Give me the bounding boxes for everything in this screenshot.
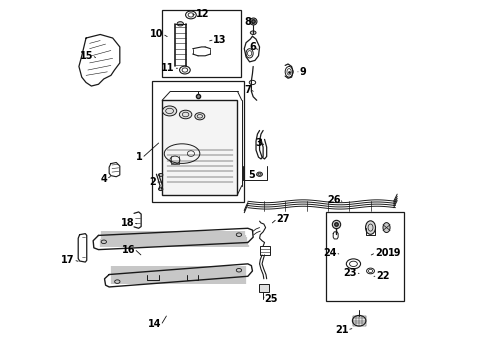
Ellipse shape	[179, 110, 192, 119]
Text: 20: 20	[374, 248, 388, 258]
Text: 24: 24	[322, 248, 336, 258]
Text: 5: 5	[248, 170, 255, 180]
Bar	[325, 212, 404, 301]
Ellipse shape	[352, 316, 365, 326]
Text: 27: 27	[276, 215, 289, 225]
Ellipse shape	[195, 113, 204, 120]
Ellipse shape	[256, 172, 262, 176]
Text: 1: 1	[136, 152, 143, 162]
Ellipse shape	[382, 223, 389, 232]
Text: 26: 26	[326, 195, 340, 205]
Text: 15: 15	[79, 51, 93, 61]
Text: 9: 9	[299, 67, 305, 77]
Ellipse shape	[162, 106, 176, 116]
Text: 19: 19	[388, 248, 401, 258]
Text: 2: 2	[150, 177, 156, 187]
Text: 21: 21	[334, 325, 348, 335]
Text: 4: 4	[100, 174, 107, 183]
Text: 22: 22	[376, 271, 389, 281]
Text: 11: 11	[161, 63, 175, 73]
Bar	[259, 246, 270, 255]
Text: 7: 7	[244, 85, 251, 95]
Text: 16: 16	[121, 245, 135, 255]
Text: 8: 8	[244, 17, 251, 27]
Text: 23: 23	[343, 268, 356, 278]
Ellipse shape	[158, 174, 163, 176]
Text: 6: 6	[249, 42, 256, 52]
Bar	[162, 10, 240, 77]
Ellipse shape	[250, 31, 256, 35]
Text: 12: 12	[195, 9, 209, 19]
Text: 10: 10	[150, 30, 163, 40]
Ellipse shape	[177, 22, 183, 26]
Text: 3: 3	[255, 138, 261, 148]
Text: 13: 13	[213, 35, 227, 45]
Bar	[151, 81, 244, 202]
Bar	[258, 285, 269, 292]
Ellipse shape	[158, 188, 163, 191]
Text: 17: 17	[61, 255, 75, 265]
Ellipse shape	[365, 221, 375, 234]
Bar	[162, 100, 237, 195]
Text: 14: 14	[148, 319, 161, 329]
Text: 25: 25	[263, 295, 277, 305]
Text: 18: 18	[121, 218, 134, 228]
